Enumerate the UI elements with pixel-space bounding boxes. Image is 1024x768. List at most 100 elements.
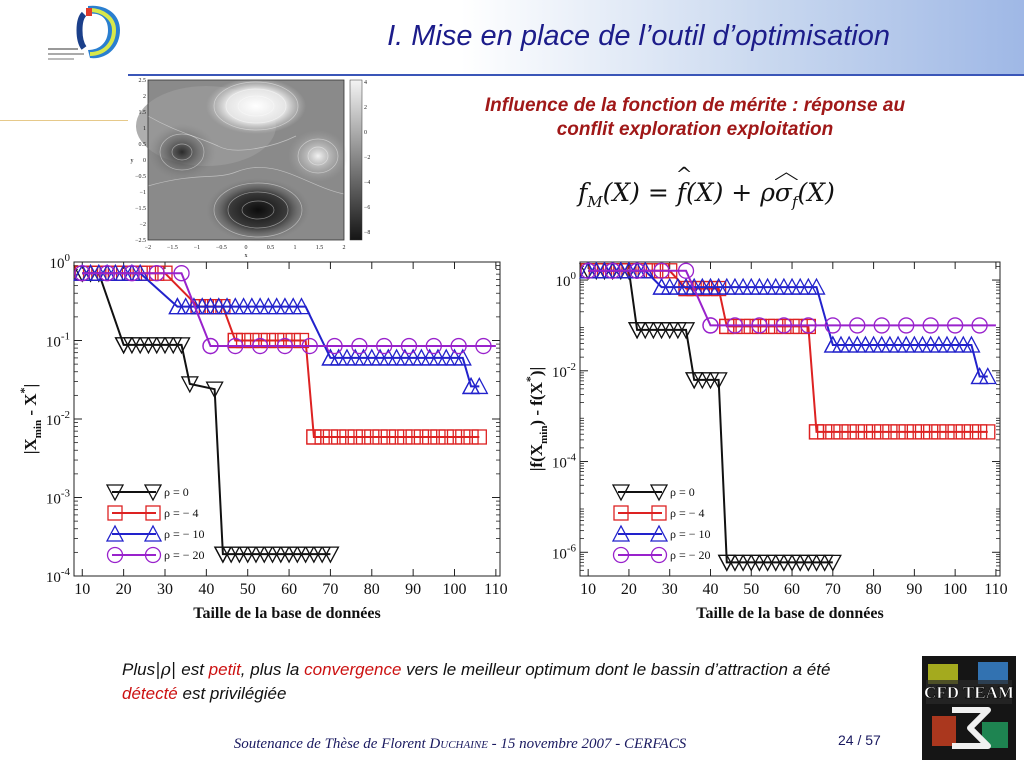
data-point-circle [653, 262, 670, 279]
cfd-team-logo-icon: CFD TEAM [922, 656, 1016, 760]
data-point-triangle-down [321, 546, 340, 564]
data-point-triangle-down [105, 484, 125, 502]
page-title: I. Mise en place de l’outil d’optimisati… [387, 20, 890, 52]
conclusion-text: Plus|ρ| est petit, plus la convergence v… [122, 660, 831, 703]
formula-rest1: (X) = [602, 178, 677, 207]
data-point-square [314, 429, 330, 445]
data-point-circle [376, 337, 393, 355]
data-point-square [980, 424, 996, 440]
data-point-triangle-down [823, 554, 842, 572]
data-point-circle [351, 337, 368, 355]
data-point-square [355, 429, 372, 445]
data-point-circle [726, 317, 744, 334]
contour-y-tick: 1 [143, 126, 146, 132]
x-tick-label: 70 [322, 581, 338, 598]
legend-entry: ρ = − 20 [670, 548, 711, 562]
contour-x-tick: 0.5 [267, 245, 275, 251]
colorbar-tick: 2 [364, 105, 367, 111]
contour-y-tick: −2 [140, 222, 146, 228]
x-tick-label: 60 [784, 581, 800, 598]
data-point-square [372, 429, 388, 445]
x-tick-label: 80 [364, 581, 380, 598]
colorbar-tick: 4 [364, 80, 367, 86]
x-tick-label: 90 [405, 581, 421, 598]
x-tick-label: 110 [984, 581, 1007, 598]
merit-heading: Influence de la fonction de mérite : rép… [484, 95, 906, 140]
x-tick-label: 60 [281, 581, 297, 598]
torus-logo-icon [48, 5, 120, 60]
formula-sigma-hat: σf [774, 172, 798, 211]
data-point-circle [148, 265, 165, 282]
data-point-square [339, 429, 355, 445]
data-point-square [817, 424, 833, 440]
contour-y-tick: 0.5 [139, 142, 147, 148]
header-band [0, 0, 1024, 76]
data-point-square [227, 332, 243, 349]
x-axis-label: Taille de la base de données [696, 605, 883, 622]
data-point-square [825, 424, 841, 440]
formula-rest3: (X) [797, 178, 835, 207]
x-tick-label: 50 [240, 581, 256, 598]
data-point-circle [677, 262, 695, 279]
y-tick-label: 10-3 [46, 488, 71, 508]
data-point-circle [751, 317, 768, 334]
contour-y-tick: −0.5 [135, 174, 146, 180]
data-point-square [422, 429, 438, 445]
data-point-square [380, 429, 396, 445]
contour-xlabel: x [245, 253, 248, 258]
colorbar-tick: −2 [364, 155, 370, 161]
data-point-circle [702, 317, 719, 334]
series-line [82, 272, 480, 388]
data-point-square [955, 424, 971, 440]
data-point-square [252, 332, 268, 349]
y-tick-label: 10-2 [552, 361, 576, 381]
series-line [82, 272, 480, 438]
x-tick-label: 30 [662, 581, 678, 598]
x-tick-label: 40 [198, 581, 214, 598]
contour-x-tick: −1 [194, 245, 200, 251]
data-point-triangle-down [205, 381, 224, 399]
y-axis-label: |Xmin - X*| [17, 384, 44, 455]
data-point-triangle-up [649, 524, 669, 542]
y-tick-label: 10-4 [552, 452, 577, 472]
data-point-triangle-down [709, 372, 728, 390]
contour-y-tick: −2.5 [135, 238, 146, 244]
data-point-square [865, 424, 882, 440]
header-divider [128, 74, 1024, 76]
y-tick-label: 10-6 [552, 542, 577, 562]
highlight-convergence: convergence [304, 660, 402, 679]
left-divider [0, 120, 128, 121]
contour-y-tick: −1 [140, 190, 146, 196]
x-tick-label: 100 [943, 581, 967, 598]
contour-x-tick: −1.5 [167, 245, 178, 251]
data-point-square [438, 429, 454, 445]
data-point-circle [144, 546, 162, 564]
data-point-square [759, 318, 776, 335]
highlight-petit: petit [208, 660, 241, 679]
series-line [588, 269, 833, 564]
data-point-square [364, 429, 380, 445]
x-axis-label: Taille de la base de données [193, 605, 380, 622]
formula-rest2: (X) + ρ [686, 178, 775, 207]
data-point-square [735, 318, 751, 335]
data-point-square [898, 424, 914, 440]
data-point-circle [922, 317, 939, 334]
data-point-square [931, 424, 947, 440]
data-point-circle [824, 317, 841, 334]
data-point-square [285, 332, 301, 349]
data-point-square [792, 318, 808, 335]
data-point-circle [946, 317, 964, 334]
legend: ρ = 0 ρ = − 4 ρ = − 10 ρ = − 20 [105, 484, 205, 564]
y-tick-label: 10-2 [46, 409, 70, 429]
data-point-square [613, 505, 629, 521]
contour-x-tick: −2 [145, 245, 151, 251]
data-point-circle [475, 337, 492, 355]
y-tick-label: 100 [50, 254, 71, 272]
formula-f: f [578, 178, 588, 207]
chart-function-error: 100 10-2 10-4 10-6 10 20 30 40 50 60 70 80 90 100 110 T… [523, 261, 1008, 622]
data-point-triangle-down [172, 337, 191, 355]
series [73, 265, 340, 564]
x-tick-label: 80 [866, 581, 882, 598]
data-point-square [235, 332, 252, 349]
data-point-triangle-up [470, 377, 489, 395]
